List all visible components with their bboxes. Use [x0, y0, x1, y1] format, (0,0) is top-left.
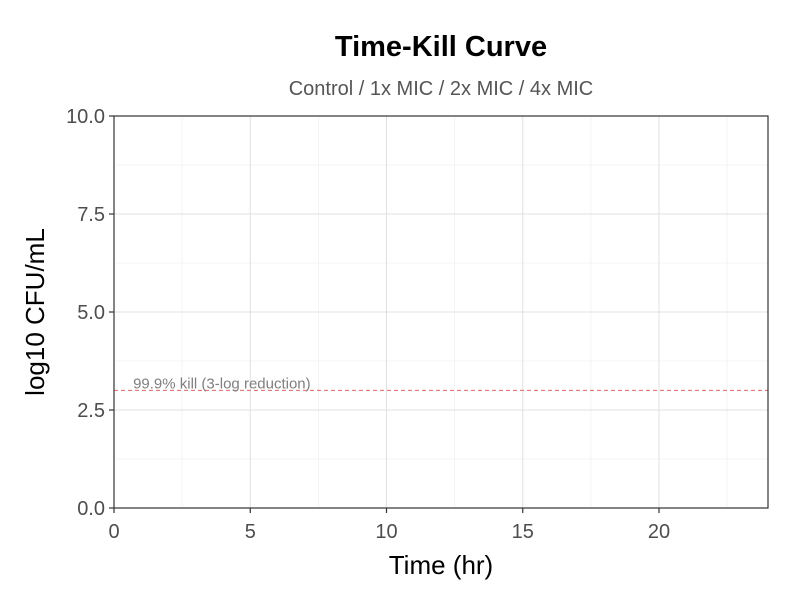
x-axis-label: Time (hr): [389, 550, 493, 580]
y-tick-label: 5.0: [77, 302, 105, 324]
y-tick-label: 0.0: [77, 498, 105, 520]
y-tick-label: 10.0: [66, 106, 105, 128]
axis-layer: 0 5 10 15 20 0.0 2.5 5.0 7.5 10.0: [66, 106, 670, 543]
y-axis-label: log10 CFU/mL: [20, 228, 50, 396]
y-tick-label: 2.5: [77, 400, 105, 422]
y-tick-label: 7.5: [77, 204, 105, 226]
reference-line-label: 99.9% kill (3-log reduction): [133, 375, 311, 392]
reference-layer: 99.9% kill (3-log reduction): [114, 375, 768, 392]
x-tick-label: 10: [375, 521, 397, 543]
chart-title: Time-Kill Curve: [335, 31, 547, 63]
x-tick-label: 5: [245, 521, 256, 543]
x-tick-label: 0: [108, 521, 119, 543]
grid-layer: [113, 115, 768, 509]
x-tick-label: 15: [512, 521, 534, 543]
x-tick-label: 20: [648, 521, 670, 543]
chart-subtitle: Control / 1x MIC / 2x MIC / 4x MIC: [289, 78, 594, 100]
